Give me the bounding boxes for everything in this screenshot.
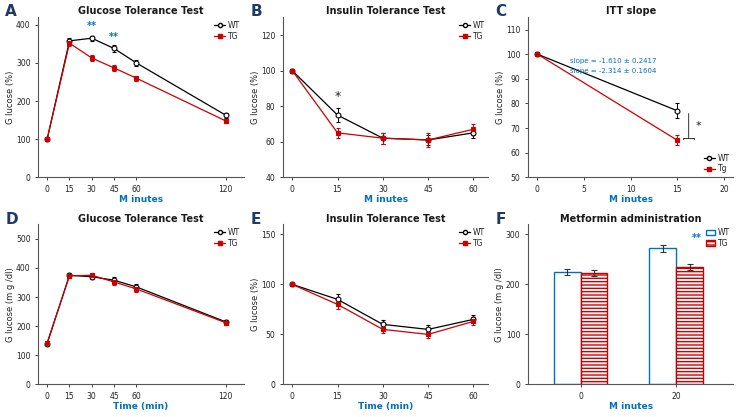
Text: **: **: [692, 234, 702, 244]
X-axis label: M inutes: M inutes: [364, 195, 408, 204]
Title: Glucose Tolerance Test: Glucose Tolerance Test: [78, 6, 204, 16]
Title: Glucose Tolerance Test: Glucose Tolerance Test: [78, 214, 204, 224]
Text: F: F: [495, 211, 505, 226]
Title: Insulin Tolerance Test: Insulin Tolerance Test: [326, 6, 446, 16]
Bar: [676, 267, 703, 384]
Y-axis label: G lucose (%): G lucose (%): [251, 70, 259, 124]
Text: slope = -2.314 ± 0.1604: slope = -2.314 ± 0.1604: [570, 68, 656, 74]
Text: **: **: [86, 21, 97, 31]
Y-axis label: G lucose (%): G lucose (%): [251, 278, 259, 331]
Legend: WT, TG: WT, TG: [706, 228, 729, 248]
Text: D: D: [5, 211, 18, 226]
X-axis label: M inutes: M inutes: [119, 195, 163, 204]
Title: ITT slope: ITT slope: [606, 6, 656, 16]
X-axis label: M inutes: M inutes: [609, 402, 653, 412]
Legend: WT, TG: WT, TG: [459, 21, 485, 40]
Text: *: *: [696, 121, 702, 131]
Text: slope = -1.610 ± 0.2417: slope = -1.610 ± 0.2417: [570, 58, 656, 64]
Bar: [554, 272, 581, 384]
X-axis label: Time (min): Time (min): [358, 402, 413, 412]
Legend: WT, TG: WT, TG: [214, 21, 239, 40]
Legend: WT, TG: WT, TG: [214, 228, 239, 248]
Text: **: **: [109, 32, 119, 42]
Y-axis label: G lucose (m g /dl): G lucose (m g /dl): [6, 267, 15, 342]
Text: E: E: [251, 211, 261, 226]
Y-axis label: G lucose (%): G lucose (%): [6, 70, 15, 124]
Y-axis label: G lucose (%): G lucose (%): [496, 70, 505, 124]
Text: C: C: [495, 5, 506, 20]
Bar: [650, 249, 676, 384]
Title: Metformin administration: Metformin administration: [560, 214, 701, 224]
Bar: [581, 274, 607, 384]
Title: Insulin Tolerance Test: Insulin Tolerance Test: [326, 214, 446, 224]
X-axis label: M inutes: M inutes: [609, 195, 653, 204]
Text: *: *: [334, 90, 341, 103]
Text: B: B: [251, 5, 262, 20]
X-axis label: Time (min): Time (min): [113, 402, 168, 412]
Legend: WT, TG: WT, TG: [459, 228, 485, 248]
Y-axis label: G lucose (m g /dl): G lucose (m g /dl): [495, 267, 505, 342]
Text: A: A: [5, 5, 17, 20]
Legend: WT, Tg: WT, Tg: [704, 154, 729, 173]
